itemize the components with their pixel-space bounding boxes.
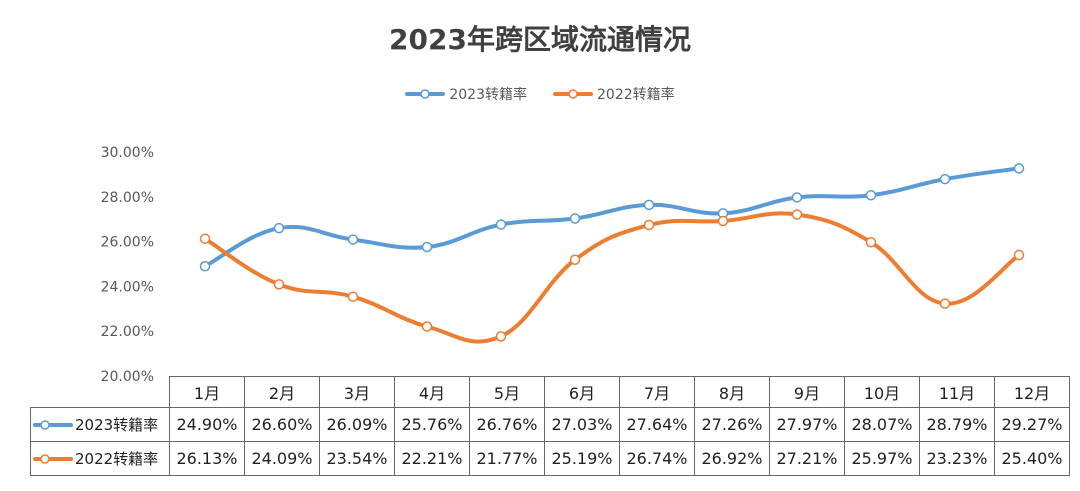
series-row-marker (33, 453, 73, 464)
table-cell: 25.97% (844, 441, 920, 476)
table-cell: 26.74% (619, 441, 695, 476)
table-cell: 26.13% (169, 441, 245, 476)
month-header: 11月 (919, 376, 995, 408)
table-cell: 29.27% (994, 407, 1070, 442)
month-header-row: 1月 2月 3月 4月 5月 6月 7月 8月 9月 10月 11月 12月 (30, 376, 1070, 408)
legend-marker-2023 (405, 89, 446, 99)
table-cell: 26.92% (694, 441, 770, 476)
month-header: 10月 (844, 376, 920, 408)
table-cell: 27.64% (619, 407, 695, 442)
table-cell: 26.09% (319, 407, 395, 442)
y-tick-label: 28.00% (101, 190, 154, 206)
data-point-0-4 (495, 219, 507, 230)
table-cell: 27.21% (769, 441, 845, 476)
data-point-1-8 (791, 209, 803, 220)
data-point-1-1 (273, 279, 285, 290)
table-corner (30, 376, 170, 408)
data-point-0-1 (273, 222, 285, 234)
table-cell: 25.40% (994, 441, 1070, 476)
data-point-0-3 (421, 241, 433, 253)
legend-label-2022: 2022转籍率 (597, 87, 675, 103)
legend-item-2022: 2022转籍率 (553, 84, 675, 104)
table-cell: 25.19% (544, 441, 620, 476)
y-axis: 20.00%22.00%24.00%26.00%28.00%30.00% (101, 145, 154, 385)
table-cell: 26.76% (469, 407, 545, 442)
month-header: 2月 (244, 376, 320, 408)
series-row-label: 2022转籍率 (75, 450, 159, 468)
table-cell: 23.54% (319, 441, 395, 476)
data-point-0-10 (939, 173, 951, 185)
data-point-1-7 (717, 215, 729, 227)
table-cell: 21.77% (469, 441, 545, 476)
series-line-0 (203, 166, 1021, 269)
data-point-1-9 (865, 237, 877, 248)
month-header: 7月 (619, 376, 695, 408)
data-point-1-0 (199, 233, 211, 244)
series-lines (203, 166, 1021, 344)
y-tick-label: 24.00% (101, 279, 154, 295)
data-point-0-11 (1013, 163, 1025, 174)
month-header: 12月 (994, 376, 1070, 408)
legend-item-2023: 2023转籍率 (405, 84, 527, 104)
data-point-1-11 (1013, 249, 1025, 261)
table-row: 2023转籍率 24.90% 26.60% 26.09% 25.76% 26.76% 27.… (30, 407, 1070, 442)
table-cell: 27.26% (694, 407, 770, 442)
data-point-0-2 (347, 234, 359, 245)
data-point-0-0 (199, 260, 211, 272)
month-header: 4月 (394, 376, 470, 408)
data-point-0-8 (791, 192, 803, 203)
data-point-0-6 (643, 199, 655, 211)
table-cell: 28.07% (844, 407, 920, 442)
table-cell: 28.79% (919, 407, 995, 442)
month-header: 3月 (319, 376, 395, 408)
y-tick-label: 26.00% (101, 235, 154, 251)
data-point-1-2 (347, 291, 359, 302)
month-header: 5月 (469, 376, 545, 408)
table-cell: 25.76% (394, 407, 470, 442)
y-tick-label: 22.00% (101, 324, 154, 340)
series-row-label: 2023转籍率 (75, 416, 159, 434)
table-row: 2022转籍率 26.13% 24.09% 23.54% 22.21% 21.77% 25.… (30, 441, 1070, 476)
month-header: 8月 (694, 376, 770, 408)
chart-title: 2023年跨区域流通情况 (389, 23, 691, 56)
series-row-marker (33, 419, 73, 430)
data-table: 1月 2月 3月 4月 5月 6月 7月 8月 9月 10月 11月 12月 2023转籍率 24.90… (30, 376, 1070, 476)
data-point-0-5 (569, 213, 581, 224)
legend: 2023转籍率 2022转籍率 (0, 84, 1080, 104)
data-point-1-5 (569, 254, 581, 265)
table-cell: 23.23% (919, 441, 995, 476)
table-cell: 27.03% (544, 407, 620, 442)
table-cell: 27.97% (769, 407, 845, 442)
series-row-header: 2023转籍率 (30, 407, 170, 442)
table-cell: 24.09% (244, 441, 320, 476)
data-point-1-10 (939, 298, 951, 309)
data-point-1-6 (643, 219, 655, 231)
table-cell: 22.21% (394, 441, 470, 476)
series-row-header: 2022转籍率 (30, 441, 170, 476)
table-cell: 26.60% (244, 407, 320, 442)
month-header: 1月 (169, 376, 245, 408)
table-cell: 24.90% (169, 407, 245, 442)
series-points (199, 163, 1025, 342)
y-tick-label: 30.00% (101, 145, 154, 161)
data-point-0-9 (865, 189, 877, 201)
legend-label-2023: 2023转籍率 (449, 87, 527, 103)
legend-marker-2022 (553, 89, 593, 99)
data-point-1-4 (495, 331, 507, 342)
month-header: 9月 (769, 376, 845, 408)
month-header: 6月 (544, 376, 620, 408)
data-point-1-3 (421, 321, 433, 332)
